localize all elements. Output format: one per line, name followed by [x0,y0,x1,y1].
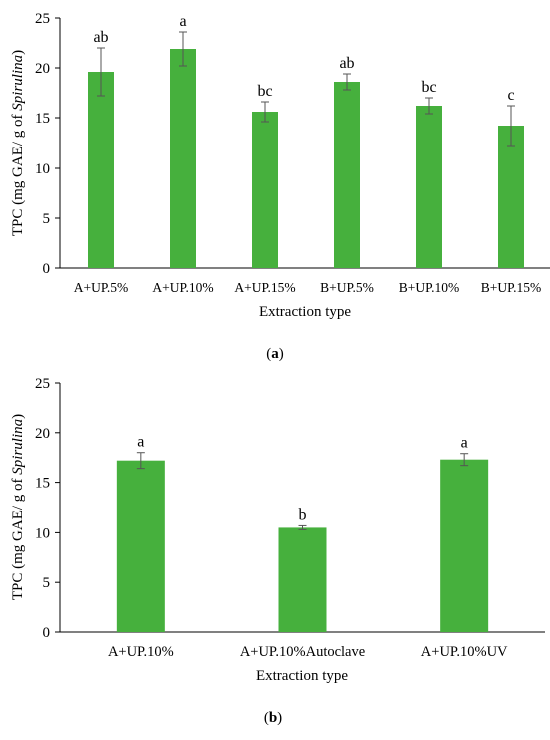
x-tick-labels: A+UP.5% A+UP.10% A+UP.15% B+UP.5% B+UP.10% B+… [74,280,542,295]
bar [170,49,196,268]
x-tick-label: A+UP.10% [152,280,213,295]
significance-letter: a [137,434,144,451]
y-tick-label: 15 [35,476,50,492]
y-tick-label: 0 [43,625,51,641]
y-axis-label: TPC (mg GAE/ g of Spirulina) [10,414,26,600]
y-tick-label: 25 [35,11,50,27]
y-tick-label: 5 [43,211,51,227]
x-tick-label: A+UP.10%Autoclave [240,644,365,660]
y-axis: 0 5 10 15 20 25 [35,11,550,277]
x-axis-label: Extraction type [256,668,348,684]
x-tick-label: A+UP.10%UV [421,644,508,660]
bar [440,459,489,632]
panel-label: (b) [264,710,282,726]
significance-letter: c [507,87,514,104]
bars: ab a bc ab bc c [88,13,524,268]
y-tick-label: 25 [35,376,50,392]
significance-letter: a [179,13,186,30]
y-tick-label: 10 [35,525,50,541]
chart-a: TPC (mg GAE/ g of Spirulina) 0510152025 … [10,11,550,362]
bar [116,460,165,632]
significance-letter: bc [257,83,272,100]
y-axis-label: TPC (mg GAE/ g of Spirulina) [10,50,26,236]
bar [498,126,524,268]
y-tick-label: 10 [35,161,50,177]
y-tick-label: 15 [35,111,50,127]
bar [278,527,327,632]
significance-letter: a [461,435,468,452]
bar [252,112,278,268]
significance-letter: ab [339,55,354,72]
x-tick-label: B+UP.10% [399,280,460,295]
bar [416,106,442,268]
x-tick-labels: A+UP.10% A+UP.10%Autoclave A+UP.10%UV [108,644,508,660]
significance-letter: b [299,506,307,523]
x-axis-label: Extraction type [259,304,351,320]
panel-label: (a) [266,346,284,362]
x-tick-label: B+UP.15% [481,280,542,295]
bar [334,82,360,268]
significance-letter: ab [93,29,108,46]
x-tick-label: A+UP.5% [74,280,129,295]
bars: a b a [116,434,489,632]
x-tick-label: A+UP.15% [234,280,295,295]
x-tick-label: B+UP.5% [320,280,374,295]
y-tick-label: 20 [35,426,50,442]
significance-letter: bc [421,79,436,96]
y-tick-label: 5 [43,575,51,591]
bar [88,72,114,268]
x-tick-label: A+UP.10% [108,644,174,660]
chart-b: TPC (mg GAE/ g of Spirulina) 0510152025 … [10,376,545,726]
y-tick-label: 0 [43,261,51,277]
y-tick-label: 20 [35,61,50,77]
